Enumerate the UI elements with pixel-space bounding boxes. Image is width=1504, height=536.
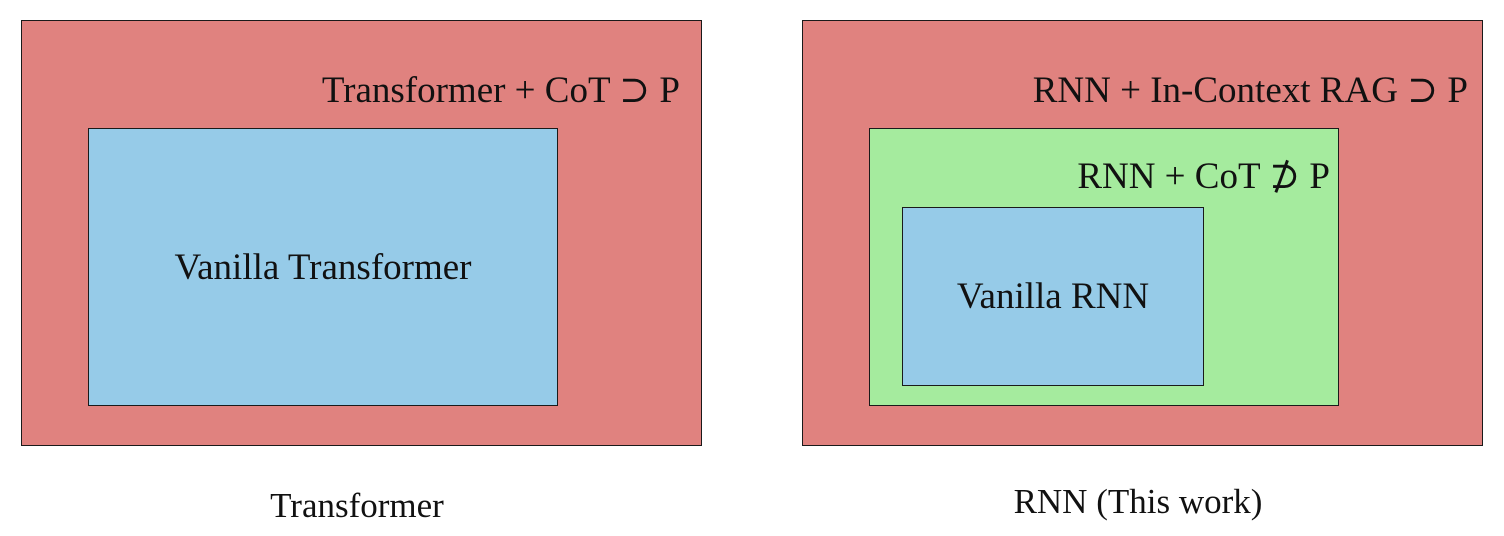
rnn-caption: RNN (This work) bbox=[1013, 482, 1263, 521]
transformer-caption: Transformer bbox=[270, 486, 444, 525]
vanilla-rnn-label: Vanilla RNN bbox=[956, 276, 1150, 317]
rnn-rag-label: RNN + In-Context RAG ⊃ P bbox=[1032, 70, 1468, 111]
vanilla-rnn-region: Vanilla RNN bbox=[902, 207, 1204, 386]
rnn-cot-label: RNN + CoT ⊅ P bbox=[1077, 156, 1330, 197]
vanilla-transformer-region: Vanilla Transformer bbox=[88, 128, 558, 406]
transformer-cot-label: Transformer + CoT ⊃ P bbox=[321, 70, 680, 111]
vanilla-transformer-label: Vanilla Transformer bbox=[174, 246, 472, 288]
